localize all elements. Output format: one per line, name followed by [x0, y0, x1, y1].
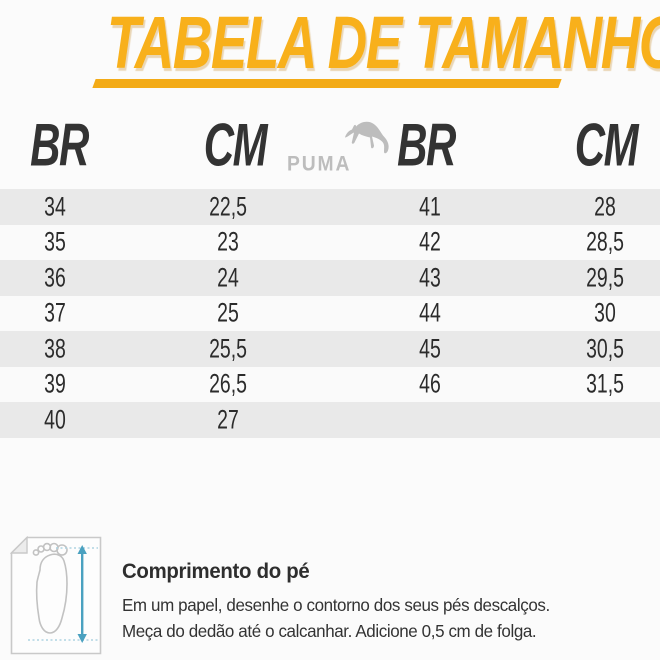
size-cell-cm-left: 25,5 — [209, 333, 248, 364]
foot-outline-icon — [32, 542, 68, 634]
size-cell-cm-left: 24 — [217, 262, 240, 293]
page-title: TABELA DE TAMANHOS — [106, 1, 660, 84]
header-br-left: BR — [29, 111, 89, 179]
header-cm-right: CM — [574, 111, 639, 179]
table-row: 35 23 42 28,5 — [0, 224, 660, 260]
footer-line-1: Em um papel, desenhe o contorno dos seus… — [122, 595, 550, 615]
table-row: 40 27 — [0, 402, 660, 438]
puma-logo: PUMA — [286, 121, 389, 177]
size-cell-cm-left: 23 — [217, 226, 240, 257]
size-cell-br-left: 34 — [44, 191, 67, 222]
size-cell-br-left: 39 — [44, 368, 67, 399]
size-cell-br-right: 43 — [419, 262, 442, 293]
footer-line-2: Meça do dedão até o calcanhar. Adicione … — [122, 621, 537, 641]
puma-cat-icon — [344, 121, 389, 154]
table-row: 37 25 44 30 — [0, 295, 660, 331]
table-row: 39 26,5 46 31,5 — [0, 366, 660, 402]
title-underline — [92, 79, 562, 88]
table-row: 36 24 43 29,5 — [0, 260, 660, 296]
footer-text-block: Comprimento do pé Em um papel, desenhe o… — [122, 536, 550, 655]
table-row: 34 22,5 41 28 — [0, 189, 660, 225]
size-cell-br-right: 44 — [419, 297, 442, 328]
footer-heading: Comprimento do pé — [122, 560, 310, 583]
size-cell-br-left: 35 — [44, 226, 67, 257]
measurement-instructions: Comprimento do pé Em um papel, desenhe o… — [10, 536, 563, 655]
size-table: 34 22,5 41 28 35 23 42 28,5 36 24 43 29,… — [0, 189, 660, 438]
size-cell-cm-right: 28,5 — [586, 226, 625, 257]
table-header: BR CM PUMA BR CM — [0, 112, 660, 179]
paper-fold-icon — [10, 536, 28, 554]
size-cell-br-right: 45 — [419, 333, 442, 364]
size-cell-br-right: 42 — [419, 226, 442, 257]
size-cell-br-left: 37 — [44, 297, 67, 328]
size-cell-cm-left: 25 — [217, 297, 240, 328]
size-cell-br-left: 38 — [44, 333, 67, 364]
foot-measure-icon — [10, 536, 102, 655]
header-br-right: BR — [397, 111, 456, 179]
size-cell-cm-left: 26,5 — [209, 368, 248, 399]
header-cm-left: CM — [203, 111, 268, 179]
measure-arrow-icon — [77, 545, 87, 643]
size-cell-cm-right: 30 — [594, 297, 617, 328]
size-cell-cm-right: 31,5 — [586, 368, 625, 399]
size-cell-br-right: 46 — [419, 368, 442, 399]
size-cell-cm-left: 22,5 — [209, 191, 248, 222]
size-cell-br-left: 36 — [44, 262, 67, 293]
size-cell-cm-left: 27 — [217, 404, 240, 435]
size-cell-cm-right: 29,5 — [586, 262, 625, 293]
size-cell-br-left: 40 — [44, 404, 67, 435]
size-cell-cm-right: 30,5 — [586, 333, 625, 364]
size-cell-br-right: 41 — [419, 191, 442, 222]
size-cell-cm-right: 28 — [594, 191, 617, 222]
puma-wordmark: PUMA — [286, 152, 351, 176]
title-block: TABELA DE TAMANHOS — [0, 6, 660, 80]
table-row: 38 25,5 45 30,5 — [0, 331, 660, 367]
